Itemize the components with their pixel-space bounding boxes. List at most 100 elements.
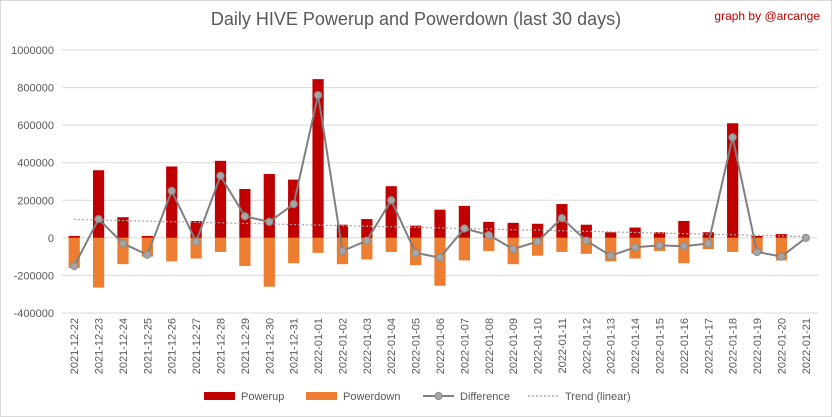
legend-label: Difference bbox=[460, 391, 510, 403]
difference-point bbox=[362, 236, 371, 245]
powerup-bar bbox=[166, 166, 178, 238]
powerdown-bar bbox=[190, 237, 202, 259]
legend-swatch bbox=[306, 392, 337, 400]
powerdown-bar bbox=[361, 237, 373, 260]
powerup-bar bbox=[483, 221, 495, 238]
powerup-bar bbox=[361, 219, 373, 238]
y-tick-label: -200000 bbox=[14, 270, 54, 282]
x-tick-label: 2022-01-16 bbox=[679, 318, 691, 374]
powerup-bar bbox=[141, 235, 153, 238]
powerdown-bar bbox=[385, 237, 397, 252]
powerdown-bar bbox=[531, 237, 544, 256]
powerup-bar bbox=[458, 205, 470, 238]
x-axis: 2021-12-22 2021-12-23 2021-12-24 2021-12-25… bbox=[69, 318, 813, 374]
x-tick-label: 2022-01-13 bbox=[606, 318, 618, 374]
powerup-bar bbox=[117, 217, 129, 238]
x-tick-label: 2022-01-10 bbox=[533, 318, 545, 374]
difference-point bbox=[118, 239, 128, 248]
powerup-bar bbox=[312, 79, 324, 238]
powerdown-bar bbox=[288, 237, 300, 264]
x-tick-label: 2022-01-03 bbox=[362, 318, 374, 374]
difference-point bbox=[435, 253, 445, 262]
powerdown-bar bbox=[92, 237, 105, 288]
powerdown-bar bbox=[117, 237, 129, 265]
y-tick-label: 600000 bbox=[17, 120, 54, 132]
difference-point bbox=[240, 212, 250, 221]
powerup-bar bbox=[653, 232, 666, 238]
trend-line bbox=[74, 218, 806, 238]
powerdown-bar bbox=[775, 237, 788, 261]
powerdown-bar bbox=[239, 237, 251, 267]
difference-point bbox=[387, 196, 396, 205]
x-tick-label: 2022-01-14 bbox=[630, 318, 642, 374]
difference-point bbox=[704, 239, 713, 248]
powerup-bar bbox=[190, 220, 202, 238]
difference-point bbox=[70, 261, 79, 271]
powerdown-bar bbox=[214, 237, 227, 252]
legend-label: Powerup bbox=[241, 391, 284, 403]
difference-point bbox=[143, 250, 152, 259]
powerup-bar bbox=[775, 234, 788, 238]
powerdown-bar bbox=[556, 237, 568, 252]
powerdown-bar bbox=[751, 237, 763, 254]
powerdown-bar bbox=[458, 237, 470, 261]
powerup-bar bbox=[336, 224, 349, 238]
powerup-bar bbox=[385, 186, 397, 238]
x-tick-label: 2022-01-12 bbox=[581, 318, 593, 374]
powerup-bar bbox=[751, 235, 763, 238]
difference-point bbox=[752, 247, 762, 257]
powerdown-bar bbox=[166, 237, 178, 262]
powerdown-bar bbox=[580, 237, 592, 254]
difference-point bbox=[630, 243, 640, 252]
x-tick-label: 2022-01-18 bbox=[728, 318, 740, 374]
x-tick-label: 2022-01-11 bbox=[557, 318, 569, 373]
difference-point bbox=[338, 246, 347, 256]
y-axis: -400000 -200000 0 200000 400000 600000 800000 1… bbox=[11, 45, 54, 320]
powerup-bar bbox=[68, 235, 80, 238]
difference-point bbox=[289, 199, 298, 209]
y-tick-label: 1000000 bbox=[11, 45, 54, 57]
difference-point bbox=[167, 186, 176, 195]
difference-point bbox=[728, 133, 737, 142]
x-tick-label: 2022-01-06 bbox=[435, 318, 447, 374]
difference-point bbox=[94, 214, 103, 224]
difference-point bbox=[265, 217, 274, 226]
y-tick-label: 0 bbox=[48, 233, 54, 245]
x-tick-label: 2022-01-19 bbox=[752, 318, 764, 374]
legend-label: Trend (linear) bbox=[565, 391, 631, 403]
difference-line bbox=[70, 90, 810, 271]
x-tick-label: 2022-01-15 bbox=[654, 318, 666, 374]
x-tick-label: 2021-12-22 bbox=[69, 318, 81, 374]
difference-point bbox=[411, 248, 420, 257]
x-tick-label: 2022-01-01 bbox=[313, 318, 325, 374]
difference-point bbox=[460, 224, 469, 233]
legend-label: Powerdown bbox=[343, 391, 400, 403]
powerdown-bar bbox=[605, 237, 617, 262]
powerdown-bar bbox=[678, 237, 690, 264]
difference-point bbox=[606, 251, 615, 260]
powerdown-bar bbox=[434, 237, 446, 286]
powerdown-bar bbox=[312, 237, 324, 253]
bars bbox=[68, 79, 788, 288]
x-tick-label: 2022-01-09 bbox=[508, 318, 520, 374]
powerup-bar bbox=[410, 225, 422, 238]
legend: Powerup Powerdown Difference Trend (linear) bbox=[204, 391, 631, 403]
x-tick-label: 2021-12-31 bbox=[289, 318, 301, 374]
powerup-bar bbox=[702, 232, 714, 238]
chart-title: Daily HIVE Powerup and Powerdown (last 3… bbox=[210, 9, 622, 29]
powerdown-bar bbox=[141, 237, 153, 257]
x-tick-label: 2021-12-28 bbox=[216, 318, 228, 374]
x-tick-label: 2022-01-17 bbox=[703, 318, 715, 374]
powerdown-bar bbox=[68, 237, 80, 268]
x-tick-label: 2021-12-23 bbox=[94, 318, 106, 374]
powerup-bar bbox=[678, 220, 690, 238]
x-tick-label: 2021-12-24 bbox=[118, 318, 130, 374]
difference-point bbox=[655, 241, 664, 250]
difference-point bbox=[582, 236, 591, 245]
powerup-bar bbox=[434, 209, 446, 238]
y-tick-label: 800000 bbox=[17, 83, 54, 95]
x-tick-label: 2022-01-08 bbox=[484, 318, 496, 374]
difference-point bbox=[777, 252, 786, 261]
